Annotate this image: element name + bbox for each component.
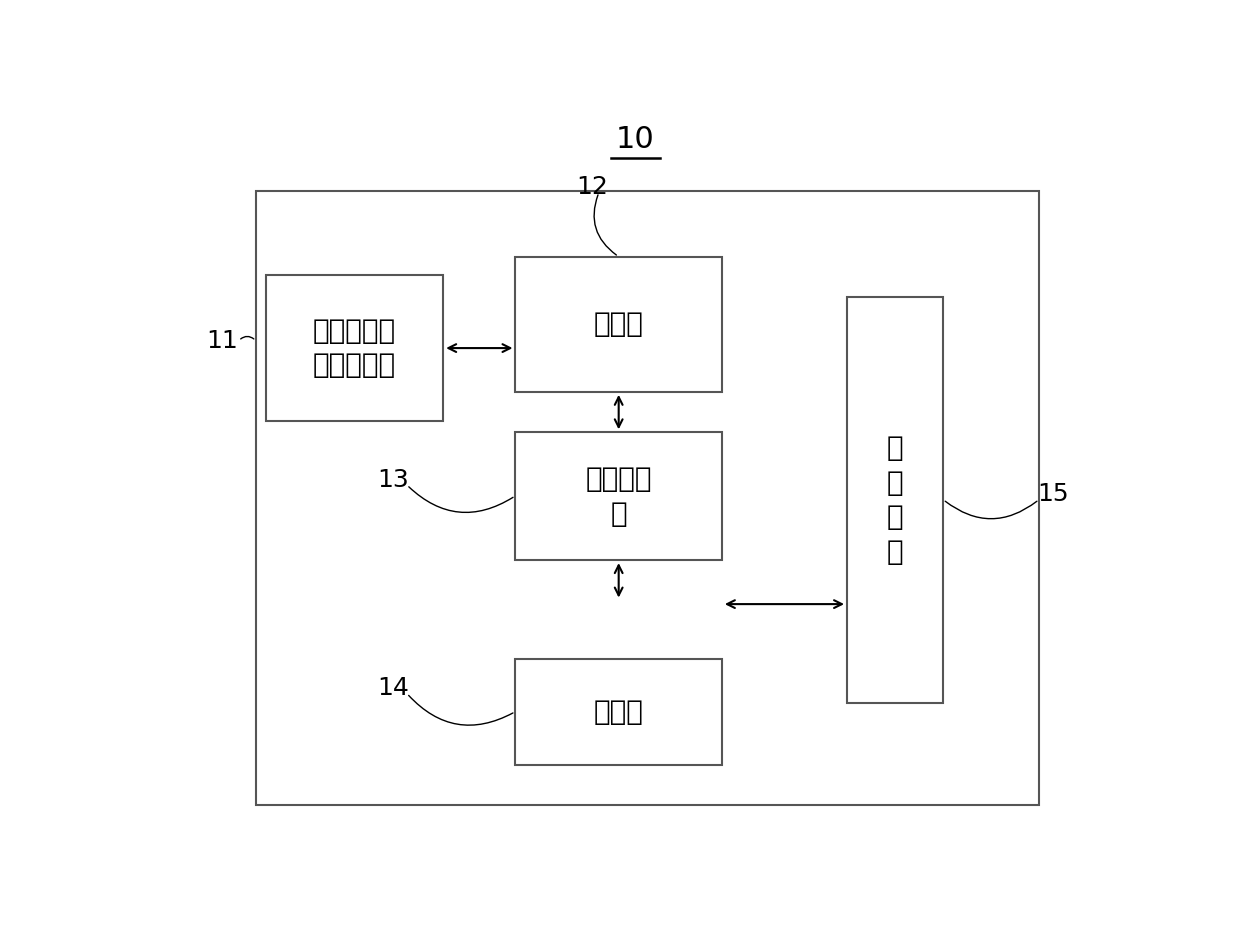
Text: 15: 15	[1038, 483, 1069, 506]
Text: 存储控制
器: 存储控制 器	[585, 465, 652, 527]
Text: 存储器: 存储器	[594, 311, 644, 338]
Text: 11: 11	[206, 329, 238, 352]
Text: 变压器呼吸
器监测装置: 变压器呼吸 器监测装置	[312, 316, 396, 379]
Text: 处理器: 处理器	[594, 698, 644, 726]
Bar	[265, 275, 444, 421]
Text: 外
设
接
口: 外 设 接 口	[887, 434, 903, 566]
Text: 14: 14	[377, 676, 409, 700]
Bar	[516, 432, 722, 560]
Bar	[516, 659, 722, 765]
Bar	[516, 256, 722, 392]
Text: 10: 10	[616, 125, 655, 154]
Bar	[255, 191, 1039, 806]
Text: 13: 13	[377, 467, 409, 492]
Bar	[847, 296, 942, 703]
Text: 12: 12	[577, 175, 608, 199]
